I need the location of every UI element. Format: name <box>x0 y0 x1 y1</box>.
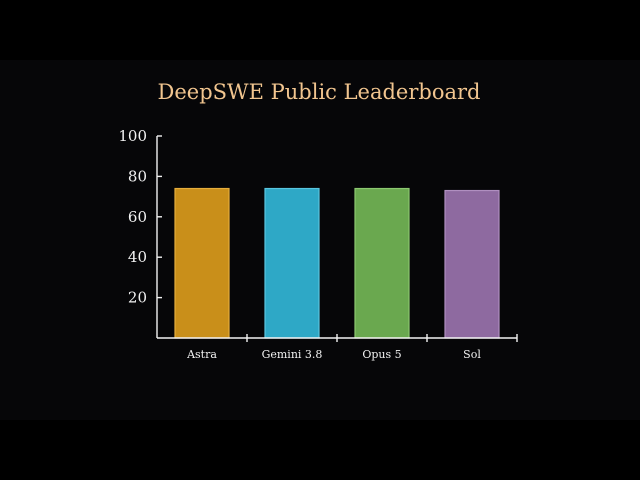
chart-title: DeepSWE Public Leaderboard <box>158 80 481 104</box>
x-tick-label: Astra <box>186 348 217 361</box>
y-tick-label: 100 <box>118 127 147 145</box>
x-ticks-group: Astra Gemini 3.8 Opus 5 Sol <box>186 334 518 361</box>
bar-gemini-3-8 <box>264 187 320 339</box>
x-tick-label: Sol <box>463 348 481 361</box>
bars-group <box>174 187 500 339</box>
y-tick-label: 40 <box>128 248 147 266</box>
x-tick-label: Opus 5 <box>362 348 401 361</box>
y-tick-label: 60 <box>128 208 147 226</box>
bar-opus-5 <box>354 187 410 339</box>
y-ticks-group: 20 40 60 80 100 <box>118 127 162 307</box>
bar-sol <box>444 189 500 339</box>
bar-chart: DeepSWE Public Leaderboard 20 40 60 80 100 A… <box>118 80 518 361</box>
x-tick-label: Gemini 3.8 <box>262 348 323 361</box>
chart-panel: DeepSWE Public Leaderboard 20 40 60 80 100 A… <box>0 60 640 420</box>
y-tick-label: 80 <box>128 167 147 185</box>
bar-astra <box>174 187 230 339</box>
y-tick-label: 20 <box>128 289 147 307</box>
